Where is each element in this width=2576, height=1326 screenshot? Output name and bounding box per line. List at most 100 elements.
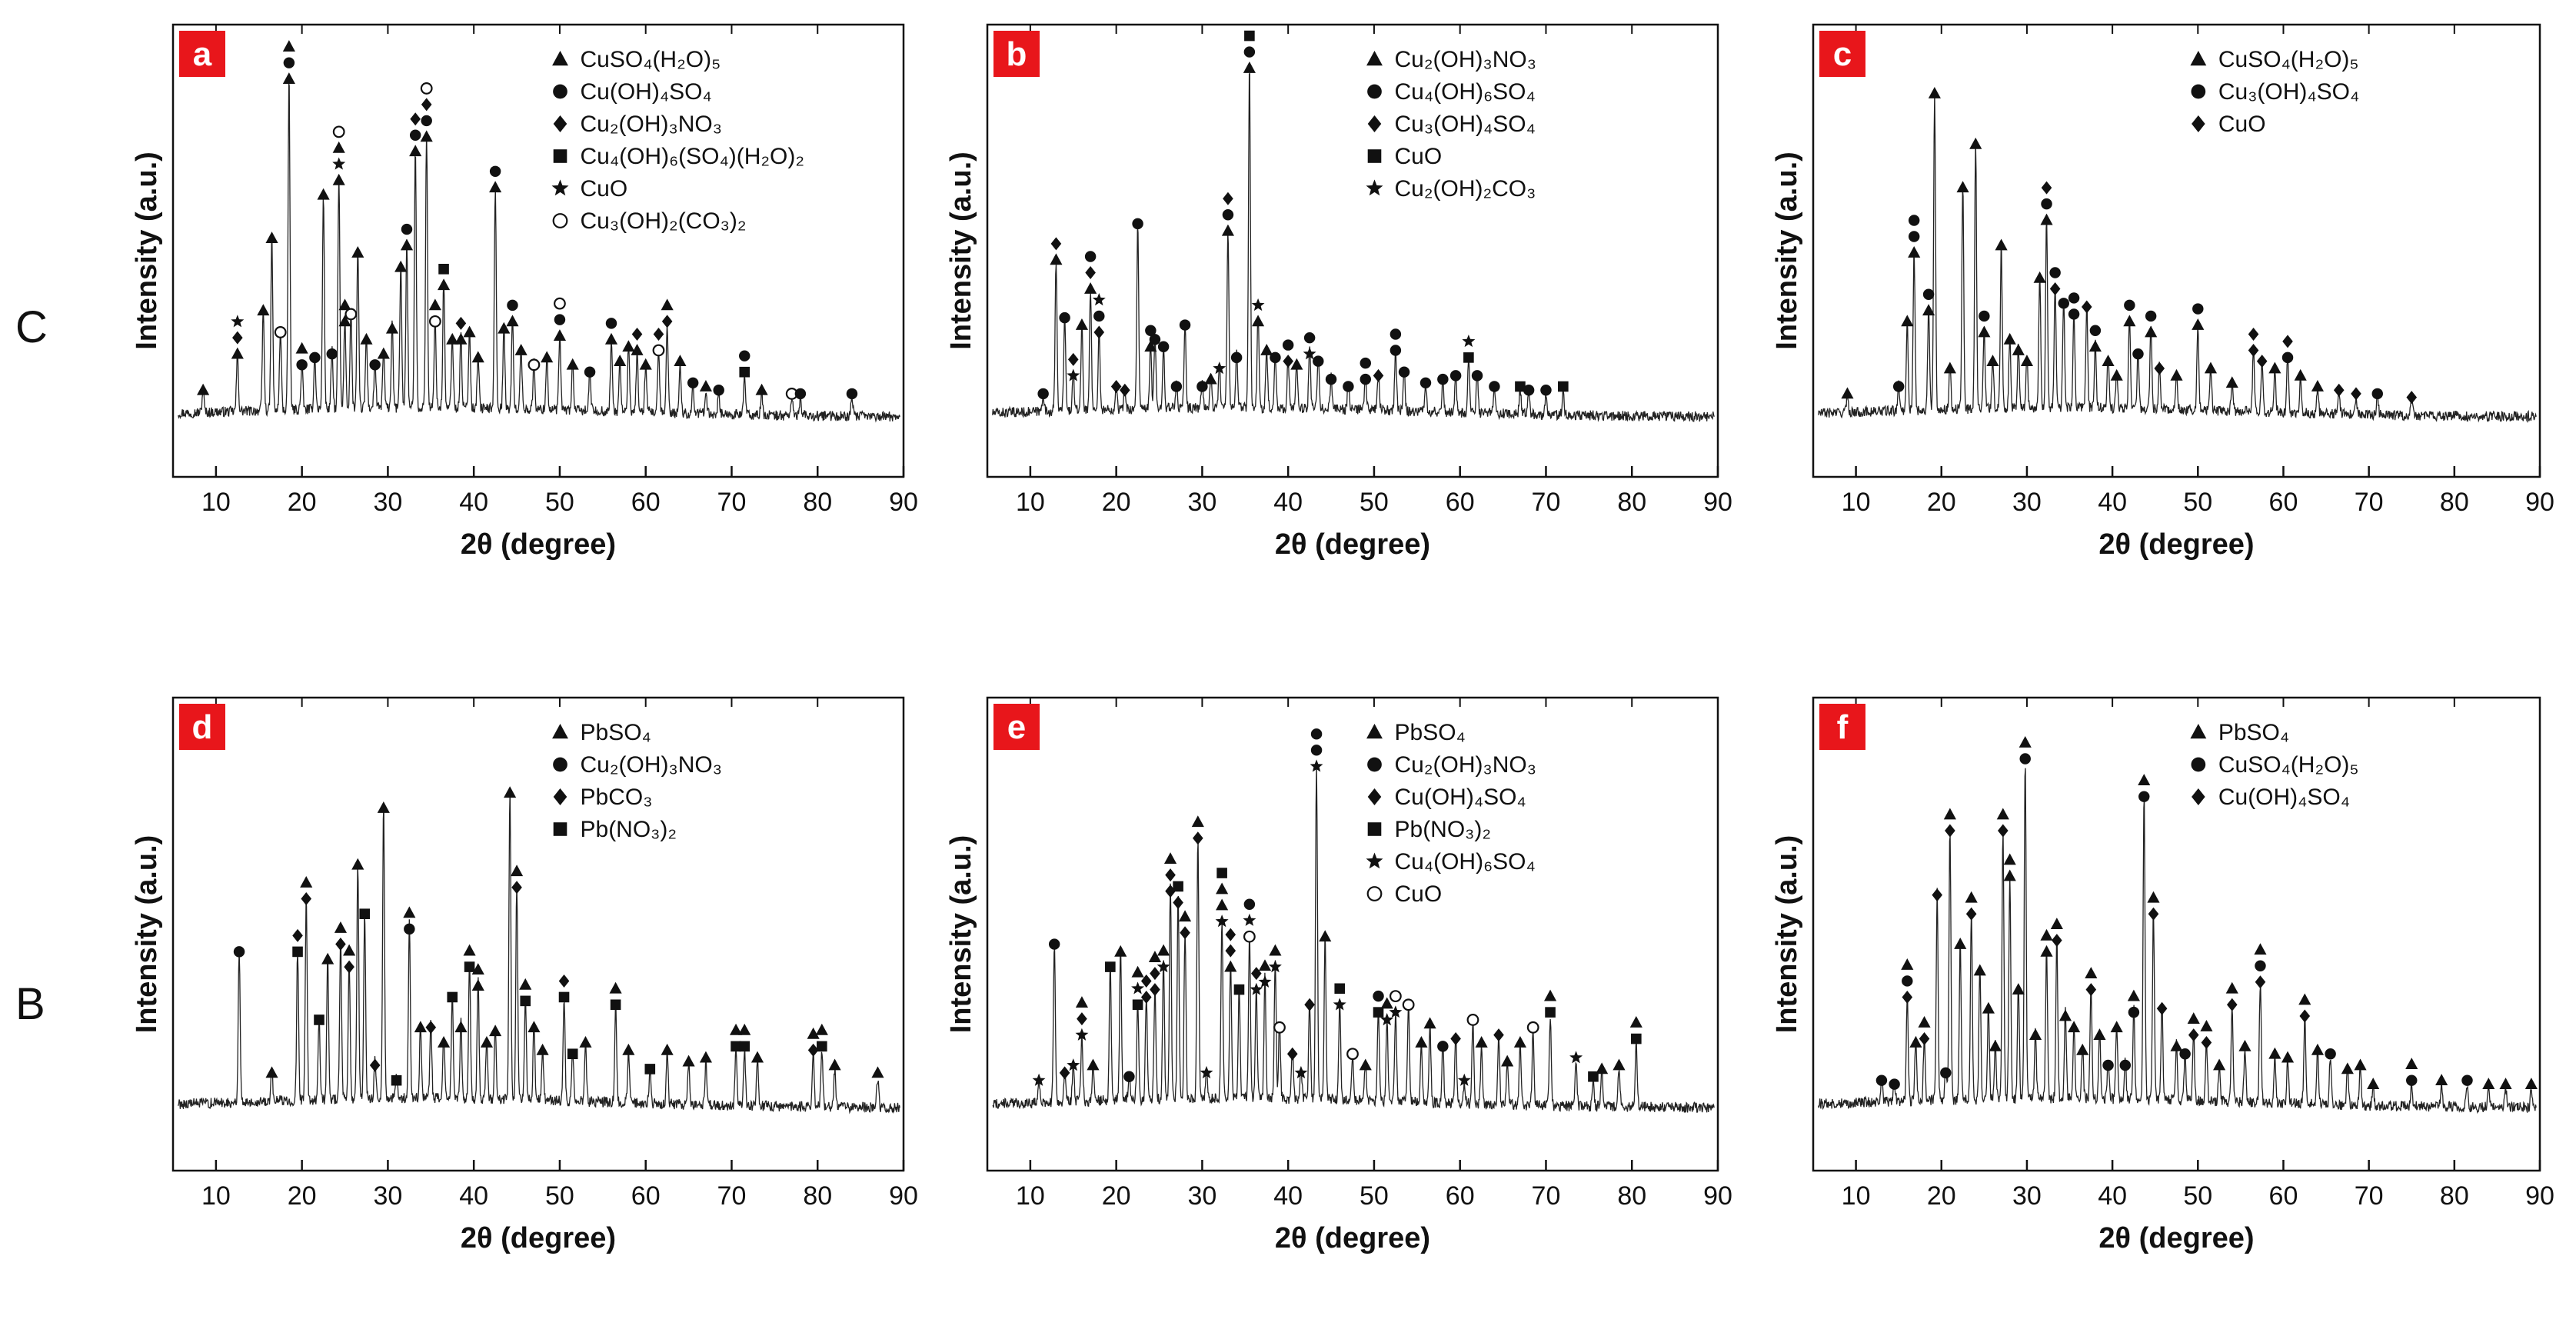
triangle-peak-marker	[1290, 358, 1303, 370]
diamond-peak-marker	[2049, 282, 2061, 296]
y-axis-title: Intensity (a.u.)	[131, 152, 163, 350]
legend-label: PbCO₃	[581, 785, 653, 810]
triangle-peak-marker	[2367, 1078, 2380, 1089]
diamond-peak-marker	[1093, 325, 1105, 339]
triangle-peak-marker	[1359, 1058, 1372, 1071]
diamond-peak-marker	[1450, 1032, 1461, 1046]
circle-peak-marker	[2138, 791, 2150, 802]
triangle-peak-marker	[1954, 938, 1967, 949]
circle-peak-marker	[1875, 1074, 1888, 1086]
triangle-peak-marker	[1075, 318, 1089, 330]
triangle-peak-marker	[2085, 967, 2098, 978]
x-axis-title: 2θ (degree)	[461, 528, 616, 561]
triangle-peak-marker	[1243, 62, 1256, 73]
panel-c: 10 20 30 40 50 60 70 80 90 2θ (degree) Intensity (…	[1771, 23, 2554, 561]
x-tick-label: 90	[2525, 1181, 2554, 1211]
triangle-peak-marker	[609, 981, 622, 994]
diffraction-trace	[1818, 92, 2537, 423]
star-peak-marker	[1131, 981, 1145, 995]
star-peak-marker	[1258, 975, 1272, 988]
x-tick-label: 10	[1842, 1181, 1871, 1211]
square-peak-marker	[391, 1074, 402, 1086]
legend-star-marker	[1366, 852, 1383, 869]
triangle-peak-marker	[2225, 981, 2238, 994]
star-peak-marker	[1303, 347, 1316, 360]
triangle-peak-marker	[504, 786, 517, 798]
diamond-peak-marker	[511, 881, 522, 895]
triangle-peak-marker	[1258, 959, 1272, 971]
triangle-peak-marker	[2088, 340, 2102, 352]
x-tick-label: 70	[1532, 488, 1561, 517]
triangle-peak-marker	[1148, 951, 1162, 962]
triangle-peak-marker	[541, 351, 554, 363]
square-peak-marker	[314, 1014, 324, 1025]
diamond-peak-marker	[1251, 967, 1262, 981]
legend-circle-marker	[553, 84, 567, 99]
legend-label: CuO	[1395, 144, 1443, 169]
legend-circle-marker	[2191, 757, 2206, 772]
triangle-peak-marker	[2020, 355, 2034, 366]
diamond-peak-marker	[1165, 868, 1176, 882]
x-tick-label: 60	[631, 1181, 661, 1211]
x-tick-label: 80	[1617, 1181, 1646, 1211]
x-tick-label: 20	[1927, 488, 1956, 517]
circle-peak-marker	[1037, 388, 1049, 400]
legend: CuSO₄(H₂O)₅ Cu(OH)₄SO₄ Cu₂(OH)₃NO₃ Cu₄(OH)₆…	[551, 47, 804, 234]
open-circle-peak-marker	[428, 315, 441, 328]
square-peak-marker	[447, 991, 458, 1003]
legend-open-circle-marker	[1366, 886, 1383, 901]
triangle-peak-marker	[1513, 1035, 1527, 1048]
diamond-peak-marker	[2299, 1009, 2311, 1023]
triangle-peak-marker	[446, 332, 459, 345]
diamond-peak-marker	[1077, 1012, 1087, 1026]
diamond-peak-marker	[1193, 831, 1203, 845]
triangle-peak-marker	[2123, 315, 2136, 327]
triangle-peak-marker	[614, 355, 627, 366]
legend-label: CuSO₄(H₂O)₅	[581, 47, 721, 72]
x-axis-title: 2θ (degree)	[2098, 528, 2254, 561]
legend-label: CuSO₄(H₂O)₅	[2218, 47, 2359, 72]
triangle-peak-marker	[317, 188, 330, 200]
legend-label: Cu₄(OH)₆SO₄	[1395, 79, 1536, 105]
circle-peak-marker	[794, 388, 807, 400]
diamond-peak-marker	[2052, 934, 2062, 948]
triangle-peak-marker	[2298, 993, 2311, 1005]
diamond-peak-marker	[1225, 928, 1236, 941]
triangle-peak-marker	[489, 181, 502, 193]
diamond-peak-marker	[2256, 355, 2268, 368]
y-axis-title: Intensity (a.u.)	[1771, 835, 1803, 1034]
panel-letter: d	[192, 708, 213, 746]
triangle-peak-marker	[2254, 943, 2267, 955]
diamond-peak-marker	[335, 938, 346, 951]
diamond-peak-marker	[1493, 1028, 1504, 1042]
legend-triangle-marker	[552, 51, 568, 66]
triangle-peak-marker	[360, 332, 373, 345]
triangle-peak-marker	[729, 1023, 743, 1035]
square-peak-marker	[1233, 984, 1245, 995]
circle-peak-marker	[369, 359, 381, 371]
circle-peak-marker	[554, 314, 566, 325]
square-peak-marker	[292, 946, 303, 958]
square-peak-marker	[567, 1048, 578, 1060]
triangle-peak-marker	[498, 322, 511, 334]
triangle-peak-marker	[480, 1035, 494, 1048]
circle-peak-marker	[584, 366, 596, 378]
legend-circle-marker	[553, 757, 567, 772]
diamond-peak-marker	[2351, 387, 2361, 401]
triangle-peak-marker	[2110, 368, 2123, 381]
x-tick-label: 50	[545, 488, 574, 517]
square-peak-marker	[1545, 1007, 1556, 1018]
panel-letter: f	[1837, 708, 1849, 746]
circle-peak-marker	[326, 348, 338, 360]
circle-peak-marker	[2325, 1048, 2336, 1060]
legend-triangle-marker	[1366, 51, 1383, 66]
row-label-b: B	[15, 979, 45, 1029]
triangle-peak-marker	[377, 801, 390, 813]
legend-square-marker	[553, 822, 567, 836]
diamond-peak-marker	[1150, 967, 1160, 981]
diamond-peak-marker	[425, 1021, 437, 1034]
circle-peak-marker	[1437, 373, 1449, 385]
triangle-peak-marker	[414, 1021, 427, 1033]
diffraction-trace	[178, 789, 900, 1114]
